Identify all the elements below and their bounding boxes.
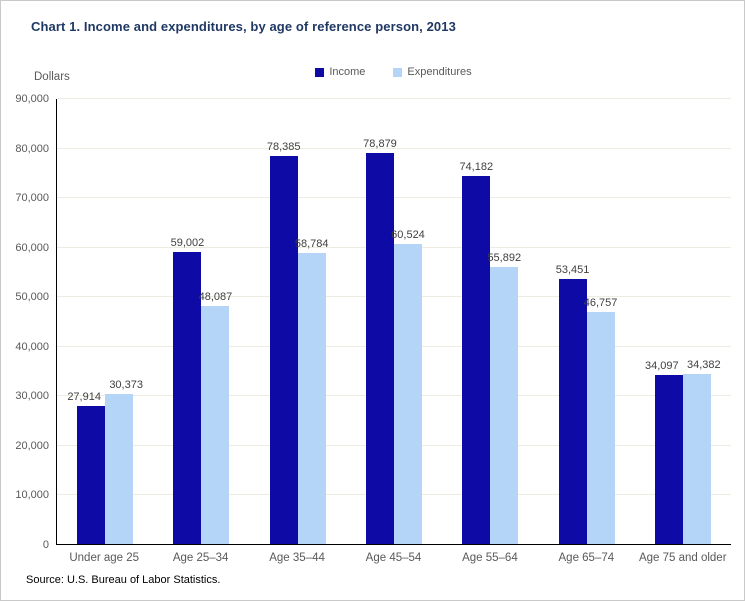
legend-label-expenditures: Expenditures [407,66,472,78]
y-tick-label: 20,000 [15,439,49,452]
bar-expenditures: 60,524 [391,229,425,544]
y-tick-label: 0 [42,539,49,551]
bar-value-label: 53,451 [555,264,590,277]
legend: Income Expenditures [56,66,731,78]
bar-expenditures: 58,784 [295,238,329,544]
bar-value-label: 48,087 [198,290,233,303]
bar-income: 78,385 [267,141,301,544]
y-tick-label: 30,000 [15,390,49,403]
bar-expenditures: 34,382 [682,359,721,544]
y-tick-label: 40,000 [15,340,49,353]
bar-value-label: 78,385 [266,140,301,153]
bar-group: 59,002 48,087 [153,99,249,544]
bar-value-label: 30,373 [109,378,143,391]
x-axis-category-label: Age 25–34 [172,552,229,564]
y-tick-label: 80,000 [15,142,49,155]
legend-item-income: Income [315,66,365,78]
x-axis-category-label: Under age 25 [69,552,140,564]
gridline [57,147,731,149]
x-axis-category-label: Age 35–44 [269,552,325,564]
expenditures-swatch-icon [393,67,403,77]
chart-title: Chart 1. Income and expenditures, by age… [31,19,456,34]
bar-value-label: 55,892 [487,252,522,264]
bar-income: 34,097 [645,360,683,544]
bar-value-label: 59,002 [170,236,205,249]
gridline [57,197,731,199]
legend-item-expenditures: Expenditures [393,66,472,78]
bar-value-label: 60,524 [391,229,425,242]
bar-income: 27,914 [67,391,106,544]
bar-group: 53,451 46,757 [538,99,634,544]
y-tick-label: 60,000 [15,241,49,254]
bar-value-label: 58,784 [294,237,329,250]
bar-income: 74,182 [459,161,493,544]
bar-income: 53,451 [556,264,589,544]
x-axis-category-label: Age 55–64 [462,552,518,564]
source-note: Source: U.S. Bureau of Labor Statistics. [26,574,221,586]
bar-expenditures: 48,087 [199,291,232,544]
x-axis-category-label: Age 65–74 [558,552,615,564]
bar-expenditures: 46,757 [584,297,617,544]
income-swatch-icon [315,67,325,77]
bar-group: 74,182 55,892 [442,99,538,544]
bar-expenditures: 55,892 [487,252,521,544]
y-axis-tick-labels: 0 10,000 20,000 30,000 40,000 50,000 60,000 70,… [1,93,49,551]
bar-income: 78,879 [363,138,397,544]
bar-group: 27,914 30,373 [57,99,153,544]
bar-groups: 27,914 30,373 59,002 48,087 78,385 58,784 78,8… [57,99,731,544]
bar-group: 34,097 34,382 [635,99,731,544]
bar-group: 78,385 58,784 [250,99,346,544]
y-tick-label: 90,000 [15,93,49,105]
bar-expenditures: 30,373 [105,379,143,544]
x-axis-labels: Under age 25 Age 25–34 Age 35–44 Age 45–54 A… [56,552,731,564]
y-axis-unit-label: Dollars [34,71,70,83]
y-tick-label: 50,000 [15,291,49,304]
y-tick-label: 70,000 [15,192,49,205]
bar-group: 78,879 60,524 [346,99,442,544]
bar-value-label: 74,182 [459,161,494,174]
bar-value-label: 46,757 [583,297,618,310]
gridline [57,98,731,99]
x-axis-category-label: Age 45–54 [365,552,422,564]
bar-income: 59,002 [171,237,204,544]
legend-label-income: Income [329,66,366,78]
plot-area: 27,914 30,373 59,002 48,087 78,385 58,784 78,8… [56,98,731,545]
bar-value-label: 34,382 [687,358,721,371]
bar-value-label: 78,879 [363,138,397,151]
bar-value-label: 27,914 [67,390,101,403]
x-axis-category-label: Age 75 and older [638,552,727,564]
bar-value-label: 34,097 [645,360,679,372]
y-tick-label: 10,000 [15,489,49,502]
